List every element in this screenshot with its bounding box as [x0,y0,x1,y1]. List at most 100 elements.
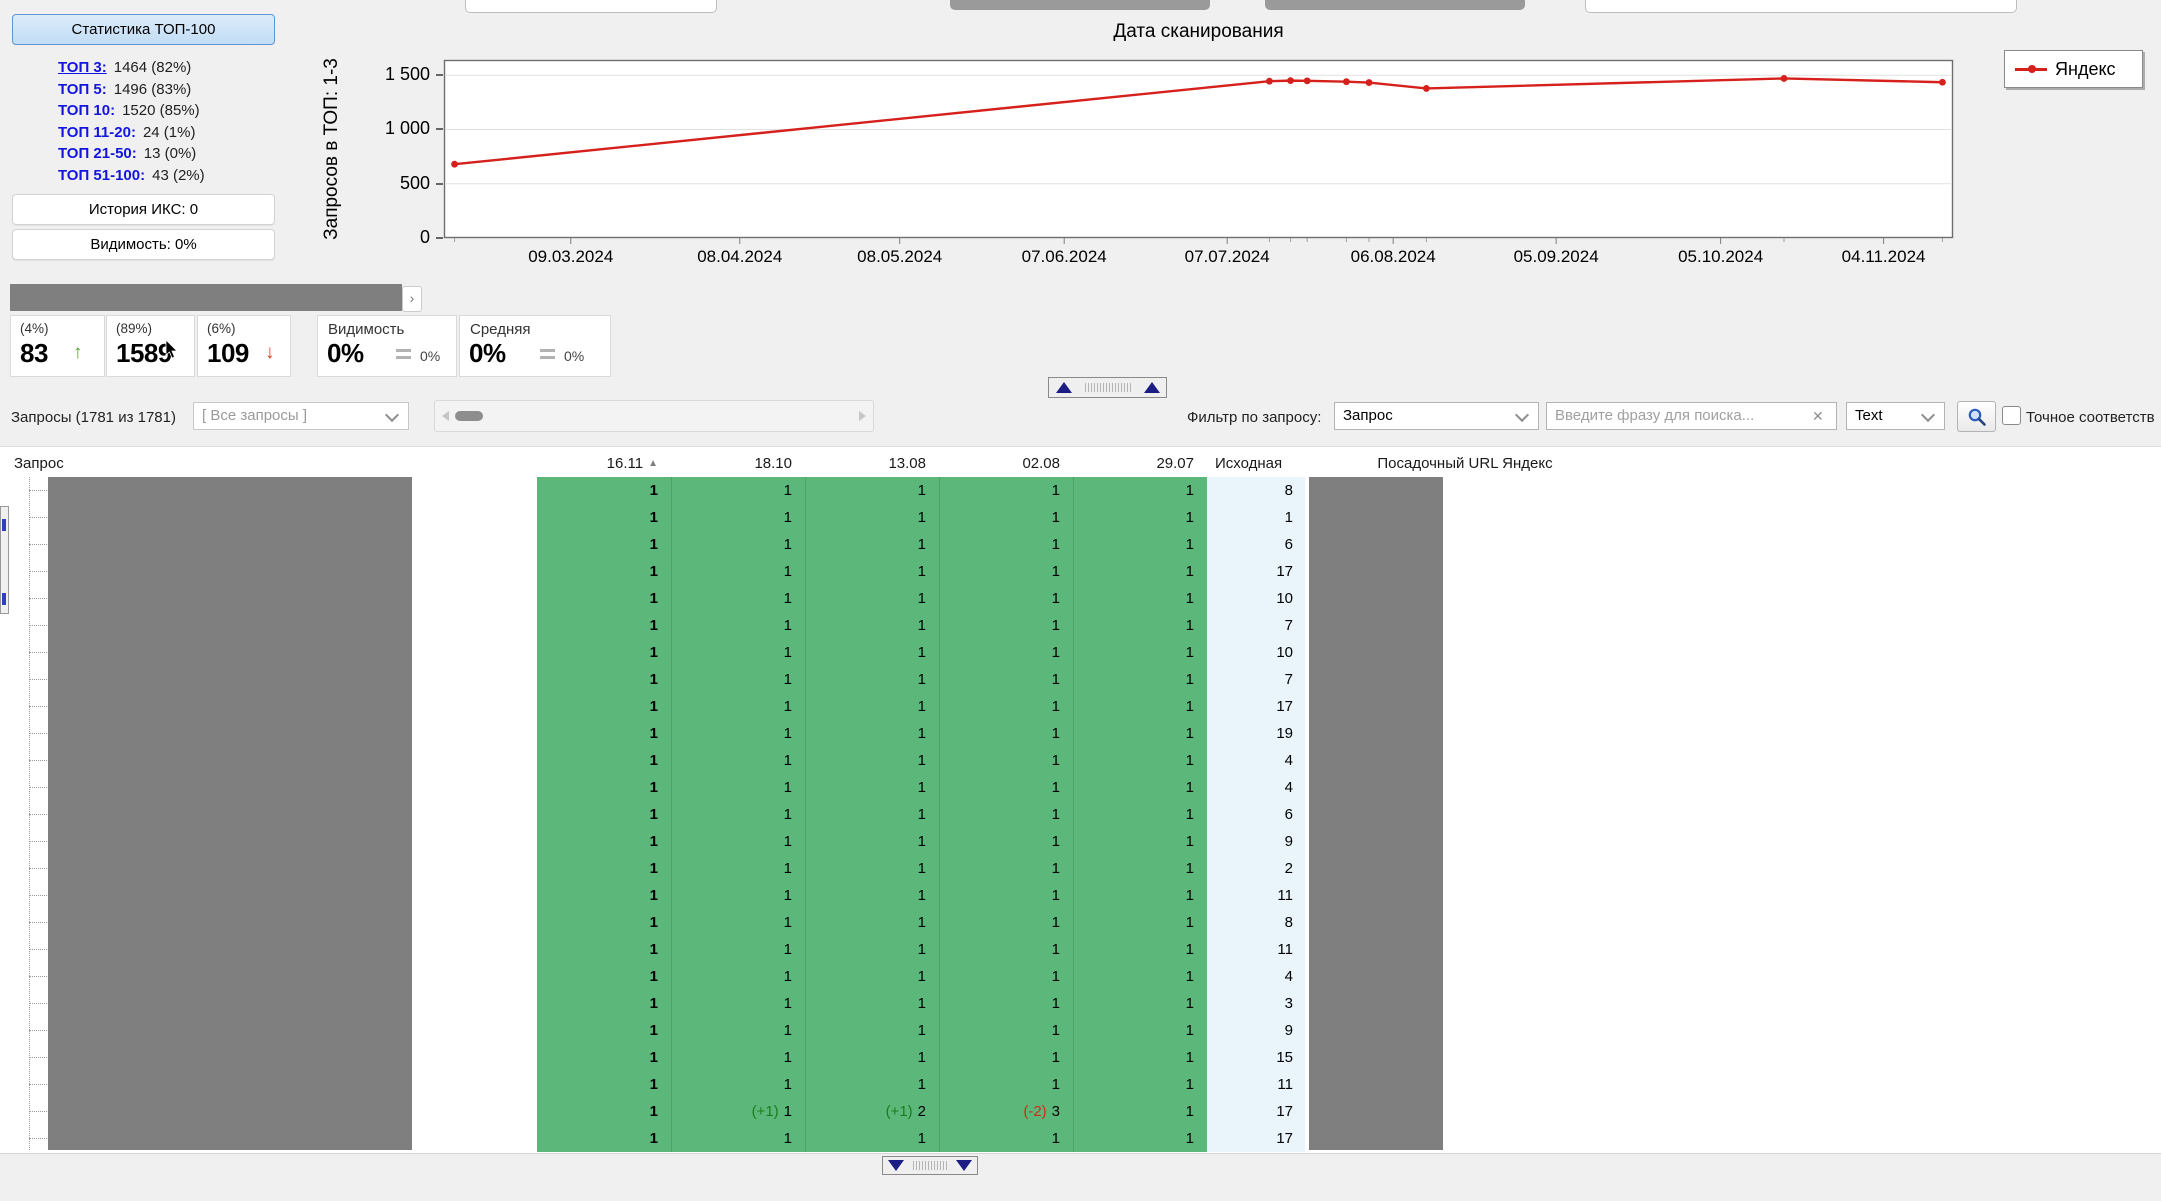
source-position-cell: 7 [1207,612,1305,639]
legend-series-name: Яндекс [2055,59,2116,80]
queries-group-value: [ Все запросы ] [202,407,307,424]
position-cell: 1 [1073,720,1207,747]
x-tick-label: 08.05.2024 [825,247,975,267]
position-cell: 1 [671,855,805,882]
source-position-cell: 8 [1207,909,1305,936]
position-cell: 1 [939,1017,1073,1044]
source-position-cell: 11 [1207,882,1305,909]
position-cell: 1 [939,774,1073,801]
position-cell: 1 [1073,801,1207,828]
top-stat-link[interactable]: ТОП 51-100: [58,167,145,184]
position-cell: 1 [805,774,939,801]
y-tick-mark [436,74,443,76]
position-cell: 1 [805,990,939,1017]
top-tab[interactable] [1265,0,1525,10]
y-tick-mark [436,183,443,185]
position-cell: 1 [805,1071,939,1098]
card-declined: (6%) 109 ↓ [197,315,291,377]
queries-group-select[interactable]: [ Все запросы ] [193,402,409,430]
position-cell: 1 [537,639,671,666]
position-cell: 1 [671,666,805,693]
collapse-chart-control[interactable] [1048,377,1167,398]
scroll-right-icon[interactable] [859,411,866,421]
position-cell: 1 [1073,1044,1207,1071]
drag-dots[interactable] [913,1161,947,1170]
position-cell: 1 [671,720,805,747]
position-cell: 1 [939,747,1073,774]
redacted-project-name [10,284,402,311]
date-column-header[interactable]: 18.10 [671,455,805,472]
chevron-down-icon [1515,408,1529,422]
position-cell: 1 [537,801,671,828]
x-tick-label: 07.07.2024 [1152,247,1302,267]
source-position-cell: 6 [1207,531,1305,558]
triangle-down-icon[interactable] [956,1160,972,1171]
top-tab[interactable] [465,0,717,13]
card-value: 109 [207,338,249,369]
search-button[interactable] [1957,401,1996,432]
date-column-header[interactable]: 29.07 [1073,455,1207,472]
source-position-cell: 8 [1207,477,1305,504]
search-placeholder: Введите фразу для поиска... [1555,407,1754,424]
position-cell: 1 [671,585,805,612]
top-stat-link[interactable]: ТОП 11-20: [58,124,136,141]
position-cell: 1 [537,990,671,1017]
position-cell: 1 [1073,1098,1207,1125]
triangle-up-icon[interactable] [1144,382,1160,393]
drag-dots[interactable] [1085,383,1131,392]
position-cell: 1 [537,882,671,909]
top-stat-link[interactable]: ТОП 21-50: [58,145,137,162]
position-cell: 1 [537,828,671,855]
top-stat-link[interactable]: ТОП 10: [58,102,115,119]
top-stat-line: ТОП 51-100:43 (2%) [58,165,205,187]
top-tab[interactable] [950,0,1210,10]
position-cell: 1 [939,882,1073,909]
iks-history-button[interactable]: История ИКС: 0 [12,194,275,225]
triangle-up-icon[interactable] [1056,382,1072,393]
scrollbar-thumb[interactable] [455,411,483,421]
clear-search-icon[interactable]: ✕ [1812,408,1824,425]
search-input[interactable]: Введите фразу для поиска... [1546,402,1837,430]
date-column-header[interactable]: 16.11▲ [537,455,671,472]
top-stat-link[interactable]: ТОП 5: [58,81,107,98]
position-cell: 1 [1073,828,1207,855]
position-cell: 1 [671,909,805,936]
search-mode-select[interactable]: Text [1846,402,1945,430]
top-tab[interactable] [1585,0,2017,13]
source-position-cell: 11 [1207,936,1305,963]
date-column-header[interactable]: 13.08 [805,455,939,472]
exact-match-checkbox[interactable] [2002,406,2021,425]
position-cell: 1 [537,1017,671,1044]
top100-stats-button[interactable]: Статистика ТОП-100 [12,14,275,45]
horizontal-scrollbar[interactable] [434,400,874,432]
position-cell: 1 [805,1017,939,1044]
position-cell: 1 [939,936,1073,963]
position-cell: 1 [671,747,805,774]
position-cell: 1 [671,504,805,531]
position-cell: 1 [537,558,671,585]
position-cell: 1 [1073,1071,1207,1098]
url-column-header[interactable]: Посадочный URL Яндекс [1305,455,1625,472]
source-position-cell: 1 [1207,504,1305,531]
position-delta: (-2) [1023,1103,1046,1120]
card-value: 83 [20,338,48,369]
scroll-left-icon[interactable] [442,411,449,421]
expand-arrow-button[interactable]: › [402,286,422,312]
date-column-header[interactable]: 02.08 [939,455,1073,472]
arrow-up-icon: ↑ [73,342,83,364]
filter-field-select[interactable]: Запрос [1334,402,1539,430]
position-cell: 1 [805,747,939,774]
top-stat-link[interactable]: ТОП 3: [58,59,107,76]
y-tick-mark [436,128,443,130]
source-column-header[interactable]: Исходная [1215,455,1282,472]
mouse-cursor [165,340,179,360]
position-cell: 1 [805,909,939,936]
position-cell: 1 [671,990,805,1017]
expand-table-control[interactable] [882,1156,978,1175]
visibility-button[interactable]: Видимость: 0% [12,229,275,260]
position-cell: 1 [1073,936,1207,963]
position-cell: 1 [805,855,939,882]
position-cell: 1 [939,801,1073,828]
triangle-down-icon[interactable] [888,1160,904,1171]
query-column-header[interactable]: Запрос [14,455,64,472]
